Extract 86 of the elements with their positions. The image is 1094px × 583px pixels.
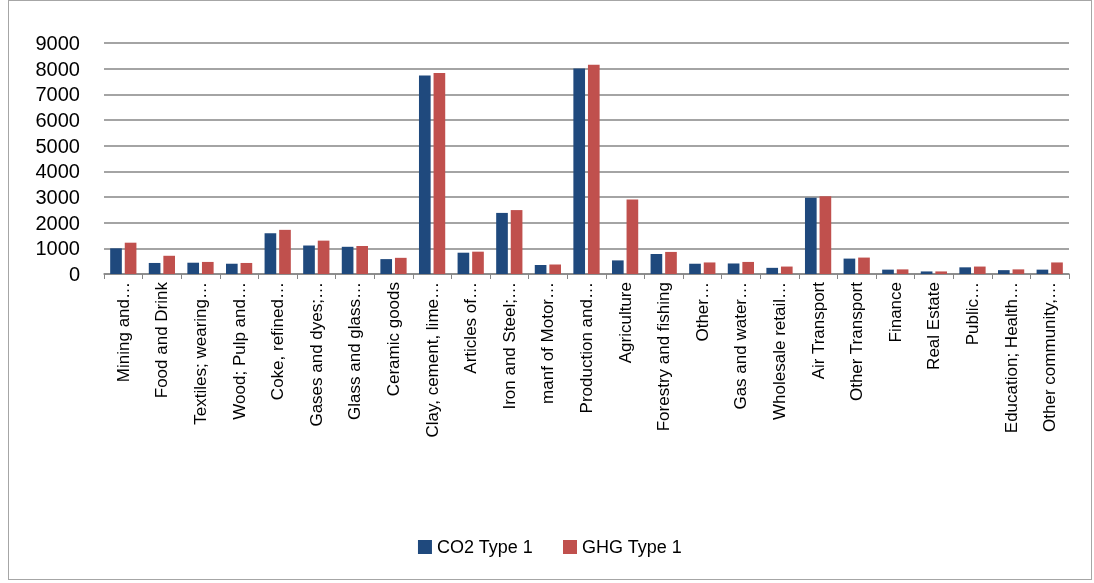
bar bbox=[742, 261, 755, 274]
x-tick-label: Coke, refined… bbox=[268, 282, 288, 401]
x-tick-label: Public… bbox=[963, 282, 982, 346]
bar bbox=[341, 246, 354, 274]
x-tick-label: Agriculture bbox=[615, 282, 635, 364]
bar bbox=[549, 264, 562, 274]
y-tick-label: 8000 bbox=[35, 57, 80, 80]
bar bbox=[394, 257, 407, 274]
x-tick-label: Finance bbox=[885, 282, 905, 343]
x-tick-label: Articles of… bbox=[461, 282, 481, 374]
bar bbox=[882, 269, 894, 274]
bar bbox=[665, 251, 677, 274]
bar bbox=[124, 242, 137, 274]
bar bbox=[240, 262, 253, 274]
bar bbox=[356, 246, 369, 274]
bar bbox=[727, 263, 740, 274]
bar bbox=[587, 64, 600, 274]
y-tick-label: 4000 bbox=[35, 160, 80, 183]
bar bbox=[496, 212, 508, 274]
x-tick-label: Wood; Pulp and… bbox=[229, 282, 249, 420]
x-tick-label: Education; Health… bbox=[1001, 282, 1021, 434]
y-tick-label: 2000 bbox=[35, 211, 80, 234]
bar bbox=[935, 271, 948, 274]
bar bbox=[110, 248, 122, 274]
x-tick-label: Gas and water… bbox=[731, 282, 751, 410]
x-tick-label: Glass and glass… bbox=[345, 282, 365, 420]
bar bbox=[317, 240, 330, 274]
x-tick-label: Iron and Steel;… bbox=[499, 282, 519, 410]
x-tick-label: Forestry and fishing bbox=[654, 282, 674, 432]
x-tick-label: Production and… bbox=[577, 282, 596, 414]
y-tick-label: 3000 bbox=[35, 186, 80, 208]
x-tick-label: Other community,… bbox=[1040, 282, 1060, 432]
x-tick-label: Mining and… bbox=[113, 282, 133, 383]
y-tick-label: 0 bbox=[68, 263, 80, 285]
bar bbox=[650, 253, 663, 274]
legend-label: CO2 Type 1 bbox=[436, 537, 533, 557]
bar bbox=[626, 199, 639, 274]
bar bbox=[611, 260, 624, 274]
bar bbox=[703, 262, 716, 274]
y-tick-label: 1000 bbox=[35, 237, 80, 260]
bar bbox=[573, 68, 586, 274]
bar bbox=[896, 269, 909, 274]
bar bbox=[510, 210, 523, 274]
x-tick-label: Clay, cement, lime… bbox=[422, 282, 442, 438]
bar bbox=[689, 263, 701, 274]
bar bbox=[920, 271, 933, 274]
bar bbox=[187, 262, 200, 274]
bar bbox=[163, 255, 176, 274]
x-tick-label: Other Transport bbox=[847, 281, 867, 402]
bar bbox=[534, 265, 547, 274]
bar bbox=[858, 257, 870, 274]
x-tick-label: Ceramic goods bbox=[384, 282, 403, 397]
x-tick-label: Gases and dyes;… bbox=[306, 282, 326, 427]
bar bbox=[418, 75, 431, 274]
bar bbox=[472, 251, 484, 274]
x-tick-label: Food and Drink bbox=[152, 281, 172, 399]
x-tick-label: manf of Motor… bbox=[538, 282, 558, 404]
bar bbox=[804, 197, 817, 274]
bar bbox=[201, 261, 214, 274]
bar bbox=[766, 267, 779, 274]
y-tick-label: 6000 bbox=[35, 109, 80, 131]
bar bbox=[380, 259, 393, 274]
x-tick-label: Air Transport bbox=[808, 281, 828, 380]
bar bbox=[997, 270, 1010, 274]
bar bbox=[279, 229, 291, 274]
bar bbox=[819, 196, 832, 274]
bar bbox=[433, 73, 446, 274]
bar bbox=[225, 263, 238, 274]
x-tick-label: Textiles; wearing… bbox=[191, 282, 210, 425]
x-tick-label: Other… bbox=[692, 282, 712, 342]
bar bbox=[148, 262, 161, 274]
y-tick-label: 9000 bbox=[35, 32, 80, 54]
bar bbox=[780, 266, 793, 274]
bar bbox=[1012, 269, 1025, 274]
bar bbox=[303, 245, 315, 274]
bar bbox=[843, 258, 856, 274]
legend-label: GHG Type 1 bbox=[582, 537, 682, 557]
bar bbox=[457, 252, 470, 274]
x-tick-label: Real Estate bbox=[924, 282, 944, 370]
bar bbox=[973, 266, 986, 274]
x-tick-label: Wholesale retail… bbox=[770, 282, 789, 420]
bar bbox=[959, 267, 972, 274]
bar bbox=[264, 233, 277, 274]
y-tick-label: 5000 bbox=[35, 134, 80, 157]
y-tick-label: 7000 bbox=[35, 83, 80, 106]
bar bbox=[1051, 262, 1063, 274]
